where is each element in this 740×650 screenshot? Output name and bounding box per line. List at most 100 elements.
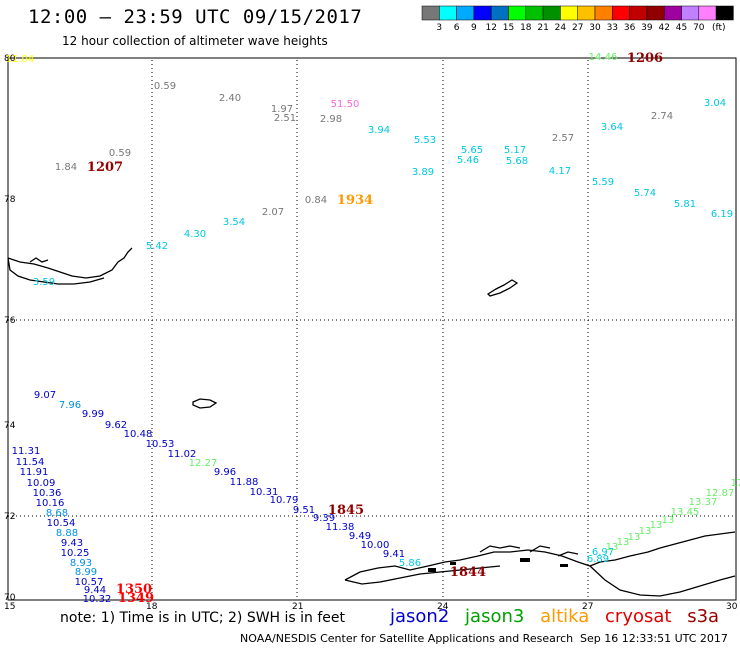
lon-tick: 15 — [4, 602, 15, 612]
wave-height-label: 11.38 — [326, 522, 355, 533]
wave-height-label: 5.65 — [461, 145, 483, 156]
legend-swatch — [473, 5, 492, 21]
wave-height-label: 2.57 — [552, 133, 574, 144]
wave-height-label: 9.49 — [349, 531, 371, 542]
legend-swatches — [421, 5, 734, 21]
wave-height-label: 10.31 — [250, 487, 279, 498]
wave-height-label: 6.19 — [711, 209, 733, 220]
track-id-label: 1207 — [87, 160, 123, 175]
lat-tick: 78 — [4, 195, 16, 205]
wave-height-label: 13 — [639, 526, 652, 537]
wave-height-label: 13.37 — [689, 497, 718, 508]
wave-height-label: 10.54 — [47, 518, 76, 529]
lat-tick: 76 — [4, 316, 16, 326]
bottom-note: note: 1) Time is in UTC; 2) SWH is in fe… — [60, 610, 346, 626]
sat-s3a: s3a — [687, 606, 720, 627]
wave-height-label: 11.91 — [20, 467, 49, 478]
track-id-label: 1206 — [627, 51, 663, 66]
wave-height-label: 10.48 — [124, 429, 153, 440]
legend-swatch — [456, 5, 475, 21]
lat-tick: 70 — [4, 593, 16, 603]
lat-tick: 72 — [4, 512, 15, 522]
wave-height-label: 0.84 — [305, 195, 327, 206]
sat-altika: altika — [540, 606, 590, 627]
legend-swatch — [715, 5, 734, 21]
wave-height-label: 3.59 — [33, 277, 55, 288]
wave-height-label: 8.99 — [75, 567, 97, 578]
legend-swatch — [663, 5, 682, 21]
wave-height-label: 2.07 — [262, 207, 284, 218]
wave-height-label: 3.94 — [368, 125, 390, 136]
wave-height-label: 3.64 — [601, 122, 623, 133]
wave-height-label: 1.97 — [271, 104, 293, 115]
legend-tick: 70 — [693, 23, 705, 33]
legend-swatch — [698, 5, 717, 21]
wave-height-label: 10.00 — [361, 540, 390, 551]
legend-swatch — [525, 5, 544, 21]
wave-height-label: 11.31 — [12, 446, 41, 457]
wave-height-label: 12.87 — [706, 488, 735, 499]
wave-height-label: 9.41 — [383, 549, 405, 560]
satellite-legend: jason2 jason3 altika cryosat s3a — [390, 606, 729, 627]
lon-tick: 21 — [292, 602, 303, 612]
wave-height-label: 51.50 — [331, 99, 360, 110]
wave-height-label: 9.99 — [82, 409, 104, 420]
wave-height-label: 0.59 — [109, 148, 131, 159]
lon-axis-labels: 15 18 21 24 27 30 — [4, 602, 738, 612]
wave-height-label: 2.74 — [651, 111, 673, 122]
lat-tick: 74 — [4, 421, 16, 431]
wave-height-label: 9.39 — [313, 513, 335, 524]
legend-tick-labels: 3 6 9 12 15 18 21 24 27 30 33 36 39 42 45 70 — [436, 23, 704, 33]
wave-height-label: 5.46 — [457, 155, 479, 166]
wave-height-label: 1.84 — [55, 162, 77, 173]
wave-height-label: 14.46 — [589, 52, 618, 63]
legend-tick: 15 — [503, 23, 514, 33]
lon-tick: 24 — [437, 602, 449, 612]
page-title: 12:00 – 23:59 UTC 09/15/2017 — [28, 6, 363, 28]
legend-swatch — [560, 5, 578, 21]
wave-height-label: 12.27 — [189, 458, 218, 469]
wave-height-label: 5.59 — [592, 177, 614, 188]
wave-height-label: 5.74 — [634, 188, 656, 199]
credit-line: NOAA/NESDIS Center for Satellite Applica… — [240, 632, 574, 645]
wave-height-label: 4.30 — [184, 229, 206, 240]
wave-height-label: 4.17 — [549, 166, 571, 177]
wave-height-label: 11.04 — [6, 54, 35, 65]
wave-height-label: 10.57 — [75, 577, 104, 588]
legend-tick: 45 — [676, 23, 687, 33]
wave-height-label: 5.42 — [146, 241, 168, 252]
track-id-label: 1844 — [450, 565, 486, 580]
legend-swatch — [439, 5, 457, 21]
wave-height-label: 9.51 — [293, 505, 315, 516]
legend-tick: 21 — [537, 23, 548, 33]
wave-height-label: 17 — [731, 478, 740, 489]
wave-height-label: 5.81 — [674, 199, 696, 210]
wave-height-label: 6.97 — [592, 547, 614, 558]
wave-height-label: 3.54 — [223, 217, 245, 228]
wave-height-label: 13 — [617, 537, 630, 548]
coast-fill-islands — [428, 558, 568, 572]
wave-height-label: 0.59 — [154, 81, 176, 92]
track-id-label: 1349 — [118, 591, 154, 606]
wave-height-label: 6.89 — [587, 554, 609, 565]
legend-tick: 12 — [485, 23, 496, 33]
track-id-label: 1934 — [337, 193, 373, 208]
wave-height-label: 5.68 — [506, 156, 528, 167]
wave-height-label: 13 — [628, 532, 641, 543]
lon-tick: 27 — [582, 602, 593, 612]
legend-tick: 27 — [572, 23, 583, 33]
wave-height-labels: 11.04 0.59 2.40 1.972.51 2.98 51.50 3.94 5.53 5.… — [6, 52, 740, 605]
legend-swatch — [629, 5, 648, 21]
legend-tick: 24 — [555, 23, 567, 33]
wave-height-label: 3.89 — [412, 167, 434, 178]
legend-swatch — [646, 5, 665, 21]
track-id-label: 1845 — [328, 503, 364, 518]
legend-tick: 18 — [520, 23, 532, 33]
legend-tick: 30 — [589, 23, 601, 33]
map-grid — [8, 60, 735, 600]
legend-tick: 33 — [607, 23, 618, 33]
lat-tick: 80 — [4, 54, 16, 64]
page-subtitle: 12 hour collection of altimeter wave hei… — [62, 34, 328, 48]
